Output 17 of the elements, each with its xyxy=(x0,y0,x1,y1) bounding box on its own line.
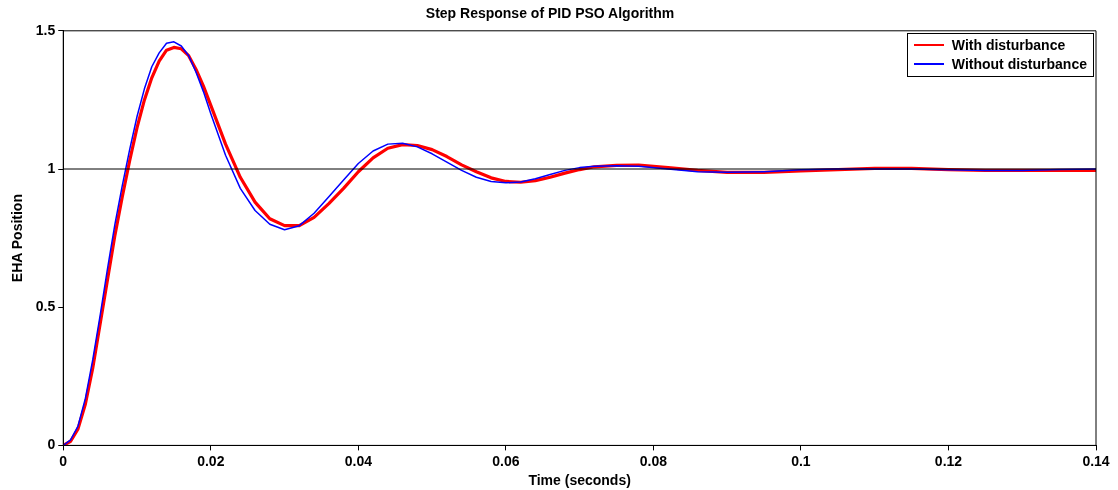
x-tick-label: 0.14 xyxy=(1082,452,1110,469)
x-tick-label: 0.06 xyxy=(492,452,520,469)
x-tick-label: 0.1 xyxy=(791,452,811,469)
x-tick-label: 0.02 xyxy=(197,452,225,469)
legend-label: Without disturbance xyxy=(951,56,1087,73)
x-tick-label: 0.04 xyxy=(344,452,373,469)
y-tick-label: 1 xyxy=(47,159,56,176)
x-tick-label: 0.08 xyxy=(639,452,668,469)
y-tick-label: 0.5 xyxy=(35,298,56,315)
legend-label: With disturbance xyxy=(951,37,1066,54)
x-tick-label: 0.12 xyxy=(934,452,963,469)
x-tick-label: 0 xyxy=(59,452,68,469)
x-axis-title: Time (seconds) xyxy=(528,472,631,489)
y-tick-label: 1.5 xyxy=(35,21,56,38)
y-axis-title: EHA Position xyxy=(9,194,26,283)
y-tick-label: 0 xyxy=(47,436,56,453)
chart-title: Step Response of PID PSO Algorithm xyxy=(425,5,675,22)
